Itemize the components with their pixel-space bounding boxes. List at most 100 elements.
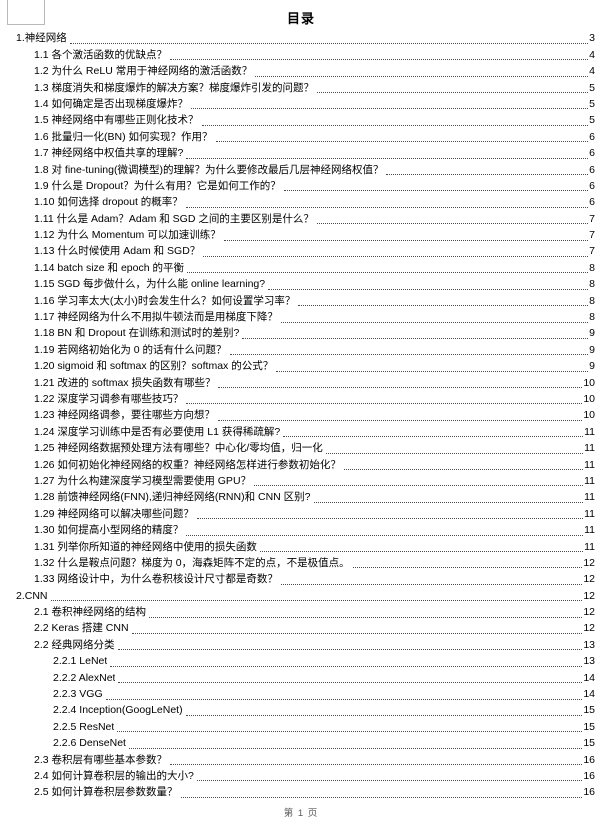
toc-entry-label: 2.2.5 ResNet xyxy=(53,720,115,733)
toc-entry-label: 1.1 各个激活函数的优缺点？ xyxy=(34,48,168,61)
toc-entry-label: 2.2 经典网络分类 xyxy=(34,638,115,651)
toc-entry[interactable]: 1.2 为什么 ReLU 常用于神经网络的激活函数？ 4 xyxy=(0,63,595,79)
toc-entry[interactable]: 1.25 神经网络数据预处理方法有哪些？中心化/零均值，归一化 11 xyxy=(0,440,595,456)
toc-entry[interactable]: 1.8 对 fine-tuning(微调模型)的理解？为什么要修改最后几层神经网… xyxy=(0,161,595,177)
dot-leader xyxy=(170,59,589,61)
toc-entry[interactable]: 1.17 神经网络为什么不用拟牛顿法而是用梯度下降？ 8 xyxy=(0,309,595,325)
toc-entry-page-number: 4 xyxy=(589,48,595,61)
dot-leader xyxy=(50,600,583,602)
toc-entry-page-number: 7 xyxy=(589,212,595,225)
toc-entry[interactable]: 1.13 什么时候使用 Adam 和 SGD？ 7 xyxy=(0,243,595,259)
dot-leader xyxy=(283,436,584,438)
dot-leader xyxy=(317,92,589,94)
toc-entry[interactable]: 1.32 什么是鞍点问题？梯度为 0，海森矩阵不定的点，不是极值点。 12 xyxy=(0,555,595,571)
toc-entry[interactable]: 2.2.1 LeNet 13 xyxy=(0,653,595,669)
dot-leader xyxy=(268,288,589,290)
toc-entry-label: 1.20 sigmoid 和 softmax 的区别？softmax 的公式？ xyxy=(34,360,274,373)
dot-leader xyxy=(316,223,589,225)
toc-entry[interactable]: 2.2.2 AlexNet 14 xyxy=(0,669,595,685)
toc-entry-page-number: 6 xyxy=(589,163,595,176)
toc-entry-page-number: 5 xyxy=(589,97,595,110)
toc-entry[interactable]: 1.21 改进的 softmax 损失函数有哪些？ 10 xyxy=(0,374,595,390)
toc-entry-label: 1.15 SGD 每步做什么，为什么能 online learning? xyxy=(34,278,266,291)
toc-entry-label: 1.8 对 fine-tuning(微调模型)的理解？为什么要修改最后几层神经网… xyxy=(34,163,384,176)
toc-entry-label: 1.19 若网络初始化为 0 的话有什么问题？ xyxy=(34,343,227,356)
text-boundary-corner-mark xyxy=(7,0,45,25)
toc-entry[interactable]: 2.2 Keras 搭建 CNN 12 xyxy=(0,620,595,636)
toc-entry-label: 1.12 为什么 Momentum 可以加速训练？ xyxy=(34,229,221,242)
toc-entry-page-number: 5 xyxy=(589,114,595,127)
toc-entry-page-number: 11 xyxy=(584,524,595,537)
toc-entry[interactable]: 2.CNN 12 xyxy=(0,587,595,603)
toc-entry[interactable]: 2.2.3 VGG 14 xyxy=(0,686,595,702)
toc-entry[interactable]: 1.30 如何提高小型网络的精度？ 11 xyxy=(0,522,595,538)
toc-entry-page-number: 11 xyxy=(584,491,595,504)
toc-entry[interactable]: 1.9 什么是 Dropout？为什么有用？它是如何工作的？ 6 xyxy=(0,178,595,194)
toc-entry-page-number: 5 xyxy=(589,81,595,94)
toc-entry[interactable]: 1.19 若网络初始化为 0 的话有什么问题？ 9 xyxy=(0,341,595,357)
dot-leader xyxy=(117,731,583,733)
toc-entry[interactable]: 1.4 如何确定是否出现梯度爆炸？ 5 xyxy=(0,96,595,112)
toc-entry-page-number: 11 xyxy=(584,442,595,455)
toc-entry[interactable]: 2.2.6 DenseNet 15 xyxy=(0,735,595,751)
toc-entry[interactable]: 2.1 卷积神经网络的结构 12 xyxy=(0,604,595,620)
toc-entry[interactable]: 1.23 神经网络调参，要往哪些方向想？ 10 xyxy=(0,407,595,423)
toc-entry[interactable]: 2.2 经典网络分类 13 xyxy=(0,636,595,652)
dot-leader xyxy=(196,518,584,520)
toc-entry-label: 1.4 如何确定是否出现梯度爆炸？ xyxy=(34,97,189,110)
toc-entry[interactable]: 1.18 BN 和 Dropout 在训练和测试时的差别? 9 xyxy=(0,325,595,341)
toc-entry-page-number: 11 xyxy=(584,507,595,520)
toc-entry-page-number: 16 xyxy=(583,753,595,766)
toc-entry-label: 2.1 卷积神经网络的结构 xyxy=(34,606,147,619)
toc-entry-page-number: 8 xyxy=(589,311,595,324)
table-of-contents: 1.神经网络 3 1.1 各个激活函数的优缺点？ 4 1.2 为什么 ReLU … xyxy=(0,27,602,800)
toc-entry[interactable]: 1.7 神经网络中权值共享的理解? 6 xyxy=(0,145,595,161)
toc-entry[interactable]: 1.3 梯度消失和梯度爆炸的解决方案？梯度爆炸引发的问题？ 5 xyxy=(0,79,595,95)
toc-entry-page-number: 15 xyxy=(583,720,595,733)
toc-entry[interactable]: 1.31 列举你所知道的神经网络中使用的损失函数 11 xyxy=(0,538,595,554)
dot-leader xyxy=(313,501,584,503)
dot-leader xyxy=(280,321,589,323)
toc-entry[interactable]: 1.20 sigmoid 和 softmax 的区别？softmax 的公式？ … xyxy=(0,358,595,374)
toc-entry[interactable]: 2.2.4 Inception(GoogLeNet) 15 xyxy=(0,702,595,718)
toc-entry-page-number: 9 xyxy=(589,360,595,373)
toc-entry[interactable]: 1.12 为什么 Momentum 可以加速训练？ 7 xyxy=(0,227,595,243)
toc-entry[interactable]: 2.5 如何计算卷积层参数数量？ 16 xyxy=(0,784,595,800)
toc-entry[interactable]: 1.5 神经网络中有哪些正则化技术？ 5 xyxy=(0,112,595,128)
toc-entry-label: 1.14 batch size 和 epoch 的平衡 xyxy=(34,261,184,274)
toc-entry[interactable]: 2.2.5 ResNet 15 xyxy=(0,718,595,734)
toc-entry-label: 1.2 为什么 ReLU 常用于神经网络的激活函数？ xyxy=(34,65,253,78)
dot-leader xyxy=(170,764,583,766)
toc-entry-page-number: 11 xyxy=(584,425,595,438)
toc-entry[interactable]: 2.3 卷积层有哪些基本参数？ 16 xyxy=(0,751,595,767)
toc-entry-label: 1.11 什么是 Adam？Adam 和 SGD 之间的主要区别是什么？ xyxy=(34,212,314,225)
toc-entry[interactable]: 1.24 深度学习训练中是否有必要使用 L1 获得稀疏解? 11 xyxy=(0,423,595,439)
toc-entry[interactable]: 1.神经网络 3 xyxy=(0,30,595,46)
dot-leader xyxy=(117,649,583,651)
toc-entry-label: 1.28 前馈神经网络(FNN),递归神经网络(RNN)和 CNN 区别? xyxy=(34,491,311,504)
dot-leader xyxy=(128,747,583,749)
dot-leader xyxy=(223,239,589,241)
toc-entry[interactable]: 1.26 如何初始化神经网络的权重？神经网络怎样进行参数初始化？ 11 xyxy=(0,456,595,472)
toc-entry[interactable]: 1.14 batch size 和 epoch 的平衡 8 xyxy=(0,259,595,275)
toc-entry[interactable]: 1.29 神经网络可以解决哪些问题？ 11 xyxy=(0,505,595,521)
toc-entry[interactable]: 1.15 SGD 每步做什么，为什么能 online learning? 8 xyxy=(0,276,595,292)
toc-entry[interactable]: 2.4 如何计算卷积层的输出的大小? 16 xyxy=(0,768,595,784)
toc-entry-label: 1.32 什么是鞍点问题？梯度为 0，海森矩阵不定的点，不是极值点。 xyxy=(34,556,350,569)
toc-entry-label: 1.17 神经网络为什么不用拟牛顿法而是用梯度下降？ xyxy=(34,311,278,324)
dot-leader xyxy=(242,337,589,339)
toc-entry[interactable]: 1.27 为什么构建深度学习模型需要使用 GPU？ 11 xyxy=(0,473,595,489)
toc-entry[interactable]: 1.28 前馈神经网络(FNN),递归神经网络(RNN)和 CNN 区别? 11 xyxy=(0,489,595,505)
toc-entry[interactable]: 1.6 批量归一化(BN) 如何实现？作用？ 6 xyxy=(0,128,595,144)
toc-entry[interactable]: 1.1 各个激活函数的优缺点？ 4 xyxy=(0,46,595,62)
toc-entry[interactable]: 1.10 如何选择 dropout 的概率？ 6 xyxy=(0,194,595,210)
dot-leader xyxy=(352,567,583,569)
dot-leader xyxy=(196,780,583,782)
dot-leader xyxy=(149,616,583,618)
toc-entry[interactable]: 1.16 学习率太大(太小)时会发生什么？如何设置学习率？ 8 xyxy=(0,292,595,308)
toc-entry[interactable]: 1.22 深度学习调参有哪些技巧？ 10 xyxy=(0,391,595,407)
dot-leader xyxy=(118,682,583,684)
toc-entry[interactable]: 1.33 网络设计中，为什么卷积核设计尺寸都是奇数？ 12 xyxy=(0,571,595,587)
dot-leader xyxy=(203,255,589,257)
toc-entry[interactable]: 1.11 什么是 Adam？Adam 和 SGD 之间的主要区别是什么？ 7 xyxy=(0,210,595,226)
